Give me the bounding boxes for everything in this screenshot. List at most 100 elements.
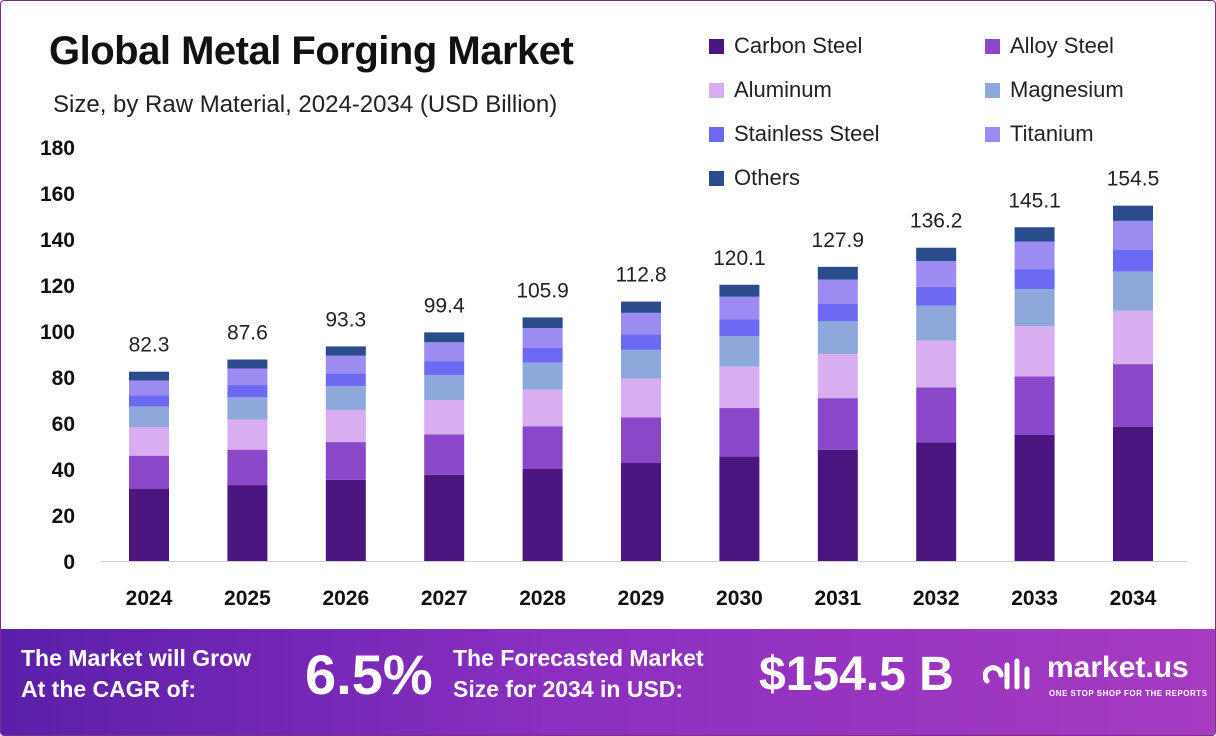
legend-item-magnesium[interactable]: Magnesium xyxy=(985,75,1124,105)
bar-segment-titanium-2032 xyxy=(916,261,957,287)
y-tick-label-100: 100 xyxy=(40,321,75,344)
bar-segment-titanium-2029 xyxy=(621,312,661,335)
bar-segment-carbon-steel-2028 xyxy=(522,469,563,561)
bar-segment-aluminum-2031 xyxy=(817,354,858,399)
bar-segment-magnesium-2028 xyxy=(522,362,563,390)
bar-segment-alloy-steel-2027 xyxy=(424,434,465,475)
bar-segment-others-2024 xyxy=(129,371,169,381)
bar-segment-carbon-steel-2024 xyxy=(129,489,169,561)
x-tick-label-2024: 2024 xyxy=(126,587,173,610)
bar-segment-titanium-2024 xyxy=(129,380,169,396)
bar-segment-titanium-2027 xyxy=(424,342,465,362)
bar-segment-magnesium-2024 xyxy=(129,406,169,428)
bar-segment-magnesium-2027 xyxy=(424,374,465,401)
data-label-total-2026: 93.3 xyxy=(325,308,366,331)
data-label-total-2027: 99.4 xyxy=(424,294,465,317)
bar-segment-titanium-2030 xyxy=(719,296,760,320)
bar-segment-others-2031 xyxy=(817,266,858,280)
brand-tagline: ONE STOP SHOP FOR THE REPORTS xyxy=(1049,689,1208,698)
x-tick-label-2034: 2034 xyxy=(1110,587,1157,610)
legend-swatch-stainless-steel xyxy=(709,126,724,142)
bar-segment-stainless-steel-2027 xyxy=(424,361,465,375)
legend-item-aluminum[interactable]: Aluminum xyxy=(709,75,832,105)
bar-segment-magnesium-2032 xyxy=(916,305,957,341)
y-tick-label-80: 80 xyxy=(52,367,75,390)
bar-segment-stainless-steel-2033 xyxy=(1014,269,1055,290)
x-tick-label-2030: 2030 xyxy=(716,587,763,610)
bar-segment-others-2030 xyxy=(719,284,760,297)
legend-swatch-aluminum xyxy=(709,82,724,98)
data-label-total-2025: 87.6 xyxy=(227,322,268,345)
bar-segment-stainless-steel-2025 xyxy=(227,385,268,398)
bar-segment-magnesium-2034 xyxy=(1113,271,1153,311)
bar-segment-magnesium-2031 xyxy=(817,321,858,354)
bar-segment-aluminum-2029 xyxy=(621,378,661,418)
bar-segment-alloy-steel-2025 xyxy=(227,449,268,486)
bar-segment-magnesium-2030 xyxy=(719,336,760,367)
bar-segment-alloy-steel-2030 xyxy=(719,408,760,457)
bar-segment-others-2028 xyxy=(522,317,563,329)
bar-segment-alloy-steel-2032 xyxy=(916,387,957,443)
legend-label-stainless-steel: Stainless Steel xyxy=(734,121,880,146)
y-tick-label-40: 40 xyxy=(52,459,75,482)
legend-item-stainless-steel[interactable]: Stainless Steel xyxy=(709,119,880,149)
legend-label-alloy-steel: Alloy Steel xyxy=(1010,33,1114,58)
bar-segment-carbon-steel-2029 xyxy=(621,463,661,561)
legend-swatch-magnesium xyxy=(985,82,1000,98)
bar-segment-alloy-steel-2028 xyxy=(522,426,563,469)
bar-segment-stainless-steel-2026 xyxy=(325,373,366,387)
bar-segment-alloy-steel-2031 xyxy=(817,398,858,450)
bar-segment-aluminum-2026 xyxy=(325,409,366,443)
bar-segment-titanium-2026 xyxy=(325,355,366,374)
footer-banner: The Market will Grow At the CAGR of: 6.5… xyxy=(1,629,1215,735)
y-tick-label-0: 0 xyxy=(63,551,75,574)
x-tick-label-2026: 2026 xyxy=(322,587,369,610)
data-label-total-2031: 127.9 xyxy=(812,229,865,252)
bar-segment-carbon-steel-2026 xyxy=(325,479,366,561)
bar-segment-carbon-steel-2034 xyxy=(1113,426,1153,561)
legend-item-carbon-steel[interactable]: Carbon Steel xyxy=(709,31,862,61)
bar-segment-aluminum-2028 xyxy=(522,389,563,427)
x-tick-label-2032: 2032 xyxy=(913,587,960,610)
data-label-total-2030: 120.1 xyxy=(713,247,766,270)
cagr-value: 6.5% xyxy=(305,643,433,706)
legend-item-titanium[interactable]: Titanium xyxy=(985,119,1094,149)
legend-label-titanium: Titanium xyxy=(1010,121,1094,146)
bar-segment-stainless-steel-2028 xyxy=(522,348,563,363)
legend-label-others: Others xyxy=(734,165,801,190)
bar-segment-titanium-2031 xyxy=(817,279,858,304)
chart-title: Global Metal Forging Market xyxy=(49,29,574,73)
legend-label-magnesium: Magnesium xyxy=(1010,77,1124,102)
y-tick-label-160: 160 xyxy=(40,183,75,206)
legend-swatch-alloy-steel xyxy=(985,38,1000,54)
bar-segment-aluminum-2032 xyxy=(916,340,957,388)
legend-label-aluminum: Aluminum xyxy=(734,77,832,102)
brand-logo[interactable]: market.us ONE STOP SHOP FOR THE REPORTS xyxy=(983,651,1209,707)
bar-segment-carbon-steel-2030 xyxy=(719,456,760,561)
bar-segment-others-2032 xyxy=(916,247,957,262)
data-label-total-2032: 136.2 xyxy=(910,210,963,233)
bar-segment-alloy-steel-2024 xyxy=(129,455,169,490)
bar-segment-alloy-steel-2034 xyxy=(1113,364,1153,427)
bar-segment-titanium-2025 xyxy=(227,368,268,386)
cagr-label-line2: At the CAGR of: xyxy=(21,676,197,702)
legend-swatch-others xyxy=(709,170,724,186)
legend-item-others[interactable]: Others xyxy=(709,163,800,193)
legend-item-alloy-steel[interactable]: Alloy Steel xyxy=(985,31,1114,61)
bar-segment-carbon-steel-2025 xyxy=(227,485,268,561)
bar-segment-others-2033 xyxy=(1014,227,1055,242)
chart-subtitle: Size, by Raw Material, 2024-2034 (USD Bi… xyxy=(53,91,558,118)
bar-segment-titanium-2034 xyxy=(1113,220,1153,251)
bar-segment-others-2029 xyxy=(621,301,661,313)
bar-segment-stainless-steel-2024 xyxy=(129,395,169,407)
bar-segment-aluminum-2033 xyxy=(1014,326,1055,377)
bar-segment-aluminum-2027 xyxy=(424,400,465,435)
bar-segment-titanium-2033 xyxy=(1014,241,1055,270)
bar-segment-alloy-steel-2033 xyxy=(1014,376,1055,435)
bar-segment-magnesium-2025 xyxy=(227,397,268,420)
y-tick-label-20: 20 xyxy=(52,505,75,528)
y-tick-label-140: 140 xyxy=(40,229,75,252)
bar-segment-stainless-steel-2030 xyxy=(719,319,760,337)
data-label-total-2033: 145.1 xyxy=(1008,189,1061,212)
